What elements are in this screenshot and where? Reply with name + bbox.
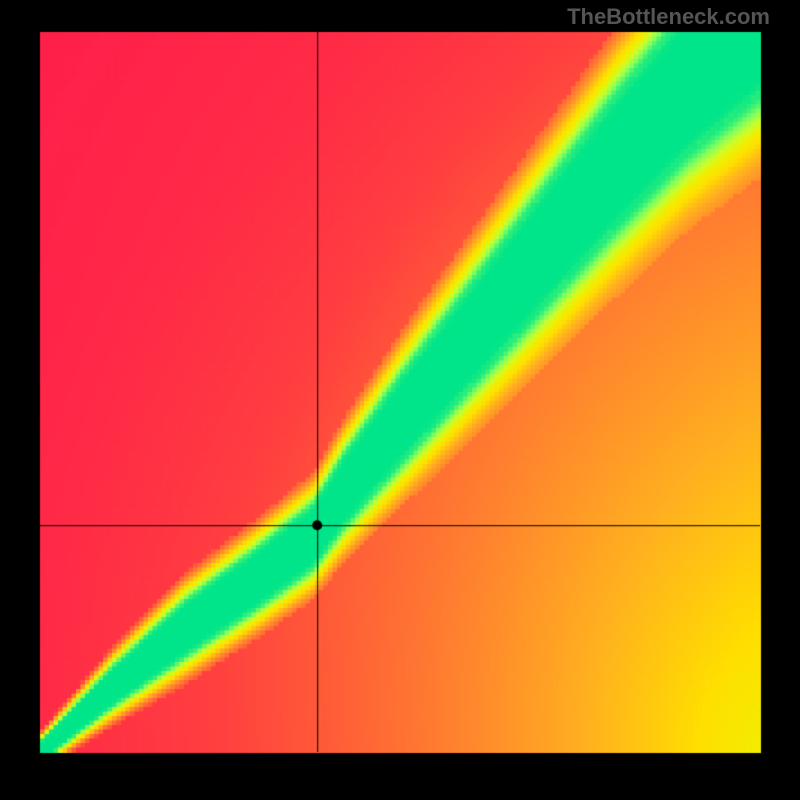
chart-container: TheBottleneck.com: [0, 0, 800, 800]
watermark-text: TheBottleneck.com: [567, 4, 770, 30]
bottleneck-heatmap-canvas: [0, 0, 800, 800]
